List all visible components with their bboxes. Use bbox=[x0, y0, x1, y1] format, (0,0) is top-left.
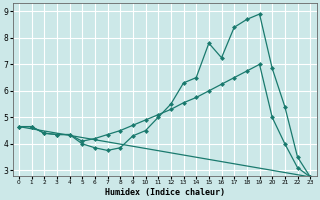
X-axis label: Humidex (Indice chaleur): Humidex (Indice chaleur) bbox=[105, 188, 225, 197]
